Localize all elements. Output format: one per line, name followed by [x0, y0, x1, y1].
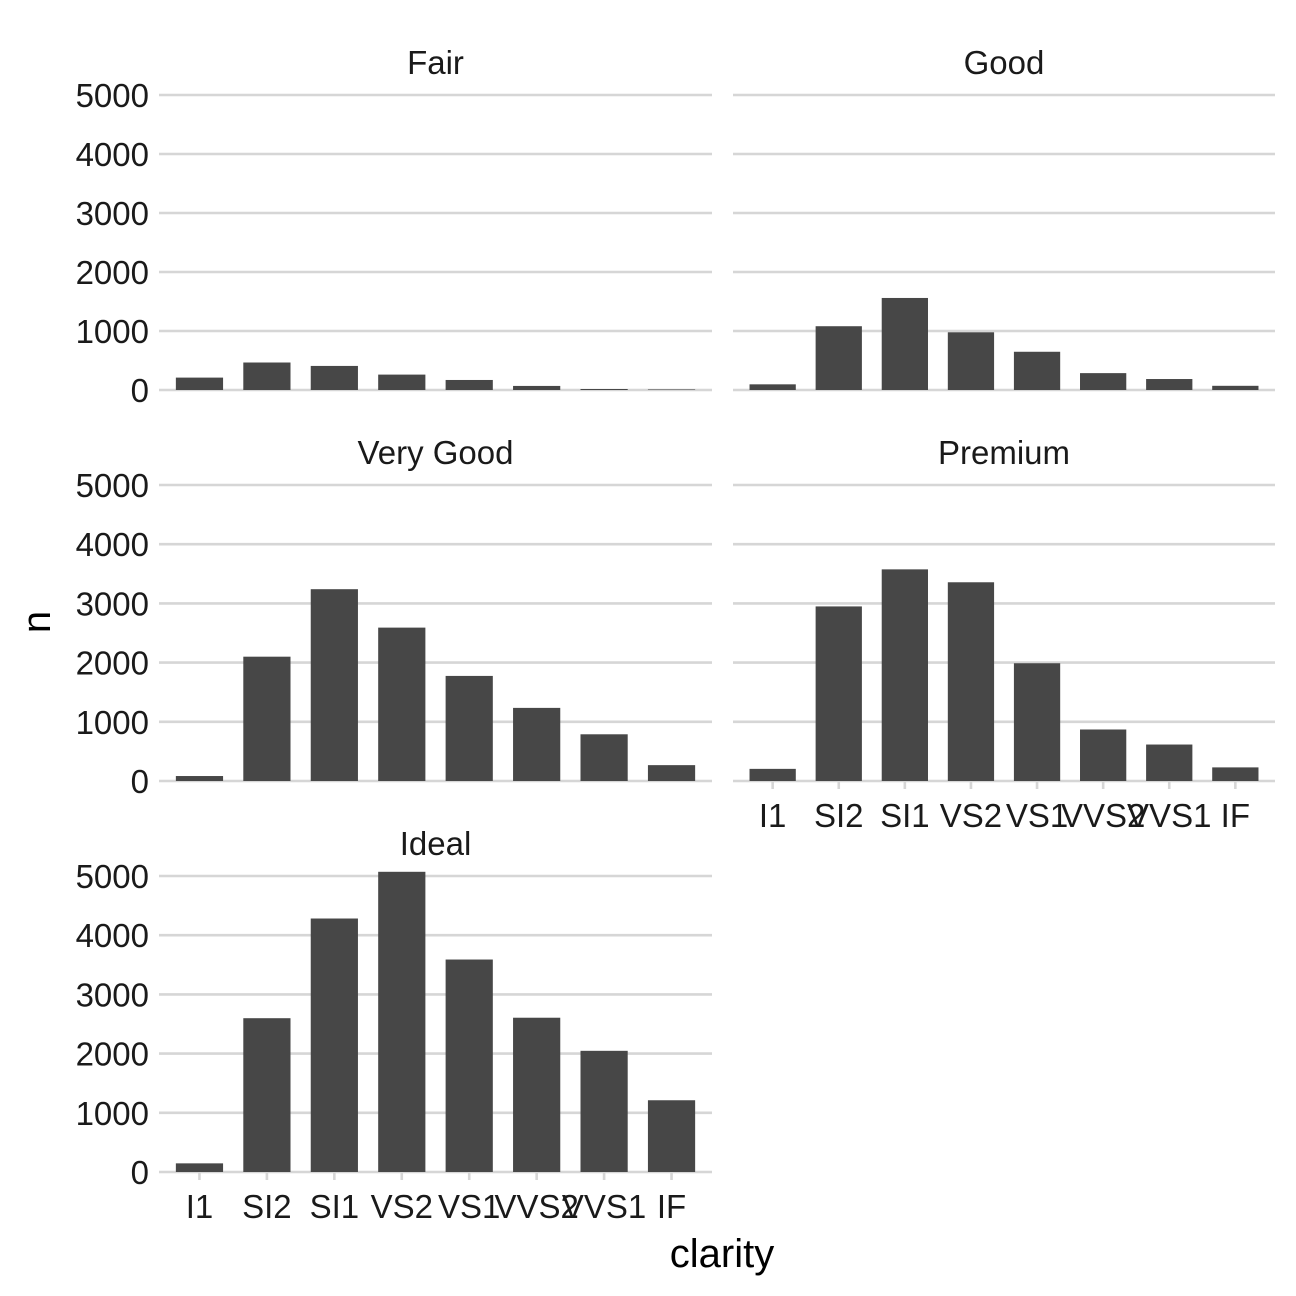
x-tick-label: VS1 [438, 1188, 500, 1225]
y-tick-label: 4000 [76, 136, 149, 173]
bar-vvs2 [513, 707, 561, 781]
bar-if [647, 389, 696, 390]
bar-vvs1 [580, 388, 628, 390]
panels-layer: Fair 0 1000 2000 3000 4000 5000 Good Very Good 0 1… [76, 44, 1275, 1225]
y-tick-label: 0 [131, 372, 149, 409]
bar-vs1 [445, 675, 493, 781]
bar-si1 [881, 297, 928, 390]
bar-vs2 [378, 627, 426, 781]
x-tick-label: IF [1221, 797, 1250, 834]
bar-i1 [175, 1163, 224, 1172]
bar-if [1212, 385, 1259, 390]
y-tick-label: 2000 [76, 1036, 149, 1073]
x-tick-label: VS2 [940, 797, 1002, 834]
bar-vvs2 [1080, 729, 1127, 781]
y-tick-label: 0 [131, 1154, 149, 1191]
y-tick-label: 1000 [76, 1095, 149, 1132]
bar-si1 [310, 365, 358, 390]
y-tick-label: 1000 [76, 704, 149, 741]
facet-strip-label: Good [964, 44, 1045, 81]
bar-vs2 [947, 332, 995, 390]
bar-i1 [749, 768, 796, 781]
bar-si2 [243, 656, 291, 781]
bar-vvs1 [1146, 379, 1193, 390]
x-tick-label: VVS2 [494, 1188, 578, 1225]
y-tick-label: 4000 [76, 917, 149, 954]
bar-if [1212, 767, 1259, 781]
x-tick-label: I1 [186, 1188, 214, 1225]
y-tick-label: 5000 [76, 77, 149, 114]
bar-si1 [310, 918, 358, 1172]
bar-vs2 [378, 871, 426, 1172]
facet-strip-label: Fair [407, 44, 464, 81]
bar-if [647, 765, 696, 781]
facet-strip-label: Very Good [358, 434, 514, 471]
bar-vvs2 [513, 1017, 561, 1172]
y-tick-label: 4000 [76, 526, 149, 563]
x-tick-label: IF [657, 1188, 686, 1225]
panel-fair: Fair 0 1000 2000 3000 4000 5000 [76, 44, 712, 409]
bar-si2 [815, 326, 862, 390]
bar-vvs1 [1146, 744, 1193, 781]
x-tick-label: VVS1 [1127, 797, 1211, 834]
x-tick-label: I1 [759, 797, 787, 834]
bar-i1 [175, 776, 224, 781]
bar-vvs1 [580, 1050, 628, 1172]
panel-ideal: Ideal 0 1000 2000 3000 4000 5000 I1 SI2 SI1 VS2 VS1… [76, 825, 712, 1225]
x-tick-label: VVS2 [1061, 797, 1145, 834]
y-tick-label: 2000 [76, 645, 149, 682]
y-tick-label: 5000 [76, 858, 149, 895]
x-tick-label: VS1 [1006, 797, 1068, 834]
x-tick-label: SI2 [242, 1188, 292, 1225]
facet-strip-label: Premium [938, 434, 1070, 471]
bar-vs1 [445, 959, 493, 1172]
bar-vs1 [1013, 663, 1061, 781]
bar-si1 [881, 569, 928, 781]
x-tick-label: VVS1 [562, 1188, 646, 1225]
y-tick-label: 3000 [76, 976, 149, 1013]
y-tick-label: 3000 [76, 195, 149, 232]
facet-strip-label: Ideal [400, 825, 472, 862]
y-tick-label: 1000 [76, 313, 149, 350]
bar-si2 [243, 1018, 291, 1172]
x-tick-label: SI2 [814, 797, 864, 834]
x-tick-label: SI1 [880, 797, 930, 834]
bar-vvs1 [580, 734, 628, 781]
bar-vvs2 [1080, 373, 1127, 390]
bar-if [647, 1100, 696, 1172]
bar-i1 [749, 384, 796, 390]
y-tick-label: 0 [131, 763, 149, 800]
bar-i1 [175, 377, 224, 390]
bar-si2 [243, 362, 291, 390]
y-tick-label: 3000 [76, 585, 149, 622]
bar-si2 [815, 606, 862, 781]
x-axis-title: clarity [670, 1232, 774, 1276]
x-tick-label: VS2 [371, 1188, 433, 1225]
panel-very-good: Very Good 0 1000 2000 3000 4000 5000 [76, 434, 712, 800]
panel-good: Good [733, 44, 1275, 392]
bar-vs2 [378, 374, 426, 390]
y-tick-label: 2000 [76, 254, 149, 291]
bar-vs2 [947, 582, 995, 781]
y-tick-label: 5000 [76, 467, 149, 504]
bar-vs1 [445, 379, 493, 390]
bar-vvs2 [513, 385, 561, 390]
bar-vs1 [1013, 351, 1061, 390]
y-axis-title: n [15, 611, 59, 633]
x-tick-label: SI1 [310, 1188, 360, 1225]
bar-si1 [310, 589, 358, 781]
